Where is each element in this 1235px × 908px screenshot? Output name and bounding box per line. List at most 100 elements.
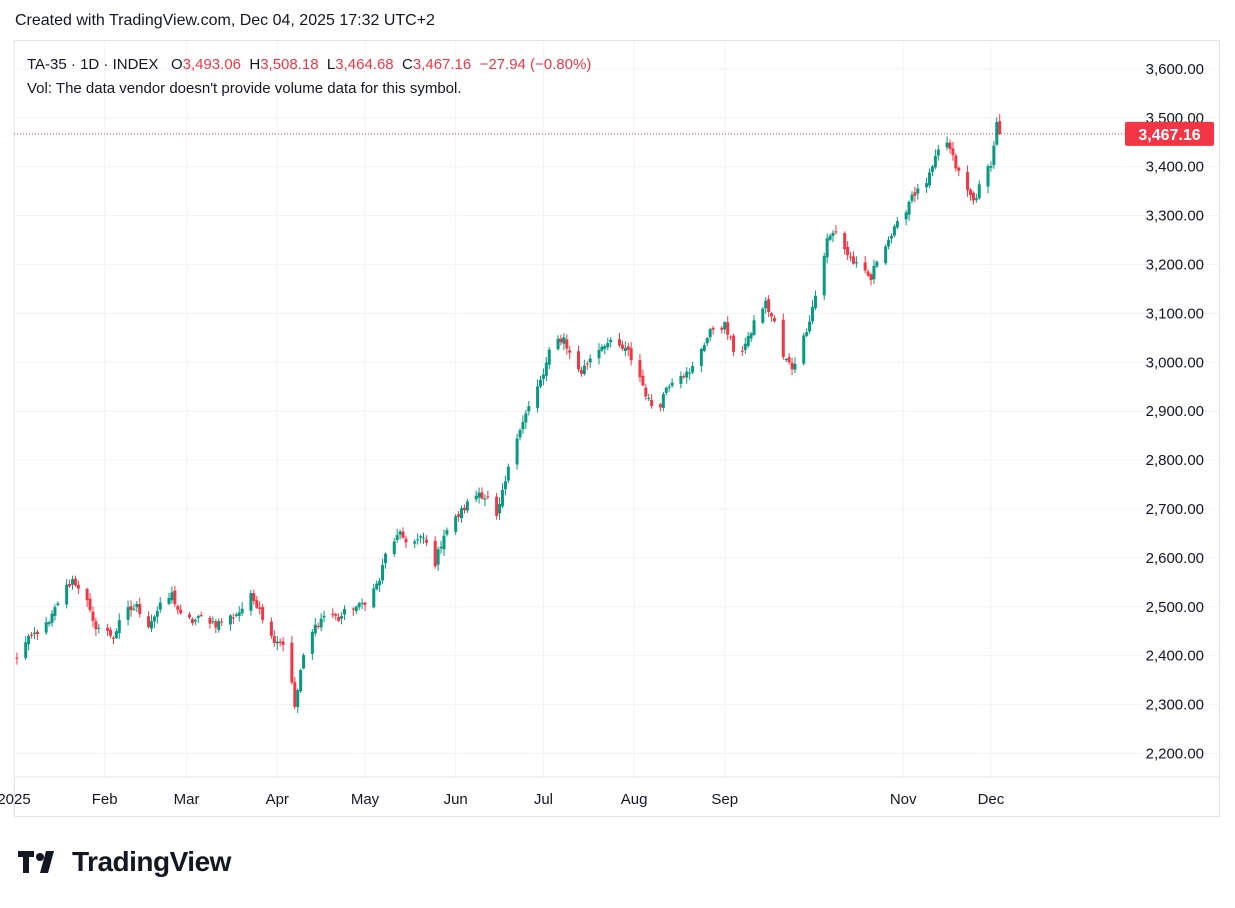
candle-body xyxy=(278,641,282,643)
candle xyxy=(363,601,367,611)
candle-body xyxy=(149,621,153,629)
candle-body xyxy=(190,618,194,624)
candle xyxy=(252,589,256,605)
candle-body xyxy=(986,166,990,187)
x-tick-label: 2025 xyxy=(0,791,31,808)
candle-body xyxy=(211,621,215,623)
candle-body xyxy=(398,531,402,535)
candle-body xyxy=(600,346,604,351)
candle xyxy=(88,593,92,613)
candle xyxy=(231,613,235,624)
candle xyxy=(729,335,733,341)
candle-body xyxy=(91,611,95,621)
candle-body xyxy=(480,492,484,499)
candle-body xyxy=(945,142,949,148)
candle-body xyxy=(904,212,908,220)
candle-body xyxy=(784,358,788,360)
candle xyxy=(278,638,282,647)
candle xyxy=(691,361,695,375)
tradingview-logo[interactable]: TradingView xyxy=(18,846,231,878)
candle-body xyxy=(992,145,996,166)
candle xyxy=(588,354,592,368)
candle-body xyxy=(585,363,589,365)
y-tick-label: 2,600.00 xyxy=(1146,550,1204,567)
last-price-label: 3,467.16 xyxy=(1138,127,1200,144)
candle-body xyxy=(579,370,583,374)
candle xyxy=(767,295,771,317)
candle xyxy=(331,608,335,619)
candle xyxy=(971,191,975,205)
candle xyxy=(255,596,259,609)
candle-body xyxy=(486,496,490,498)
candle xyxy=(457,511,461,522)
candle xyxy=(360,598,364,609)
candle xyxy=(539,375,542,389)
y-tick-label: 3,600.00 xyxy=(1146,61,1204,78)
candle-body xyxy=(699,348,703,366)
candle-body xyxy=(372,588,376,608)
candle-body xyxy=(767,299,771,313)
candle-body xyxy=(518,430,522,438)
candle-body xyxy=(228,615,232,625)
time-axis: 2025 Feb Mar Apr May Jun Jul Aug Sep Nov Dec xyxy=(0,776,1220,808)
candle xyxy=(989,161,993,172)
candle xyxy=(828,233,832,241)
candle-body xyxy=(433,540,437,567)
candle xyxy=(688,368,692,380)
candle xyxy=(155,606,159,624)
candle-body xyxy=(647,398,651,400)
candle-body xyxy=(375,583,379,590)
candle xyxy=(863,255,867,274)
candle-body xyxy=(910,194,914,201)
candle xyxy=(743,337,747,354)
candle-body xyxy=(240,608,244,614)
candle xyxy=(770,311,774,322)
candle xyxy=(424,535,428,547)
candle xyxy=(167,592,171,606)
candle-body xyxy=(849,256,853,258)
candle-body xyxy=(895,221,899,228)
candle xyxy=(834,225,838,235)
candle xyxy=(506,463,510,484)
candle-body xyxy=(94,621,98,630)
candle xyxy=(65,579,69,609)
y-tick-label: 2,800.00 xyxy=(1146,452,1204,469)
candle-body xyxy=(293,682,297,707)
candle xyxy=(24,636,28,661)
candle-body xyxy=(47,622,51,625)
candle xyxy=(462,504,466,514)
candle xyxy=(261,604,265,624)
candle-body xyxy=(32,632,36,635)
candle xyxy=(781,313,785,360)
candle-body xyxy=(811,306,815,322)
y-tick-label: 2,400.00 xyxy=(1146,648,1204,665)
candle xyxy=(483,494,487,507)
candle-body xyxy=(702,345,706,351)
candle xyxy=(310,629,314,661)
candle xyxy=(930,164,934,177)
candle-body xyxy=(544,362,548,376)
candle-body xyxy=(685,371,689,378)
candle xyxy=(334,612,338,621)
candle xyxy=(188,611,191,619)
candle-body xyxy=(854,261,858,264)
candle xyxy=(913,186,917,203)
candle-body xyxy=(705,338,709,344)
candle xyxy=(723,321,727,334)
candle xyxy=(442,529,446,557)
candle-body xyxy=(726,322,730,335)
candle xyxy=(568,345,572,360)
x-tick-label: Dec xyxy=(978,791,1005,808)
candle xyxy=(293,677,297,710)
candle xyxy=(316,622,320,630)
candle-body xyxy=(498,503,502,514)
candle xyxy=(500,483,504,509)
candle xyxy=(793,357,797,373)
candle xyxy=(498,497,502,520)
candle-body xyxy=(834,231,838,233)
candle xyxy=(629,342,633,366)
candle xyxy=(85,587,89,607)
candle xyxy=(71,575,74,590)
candle xyxy=(214,619,218,634)
